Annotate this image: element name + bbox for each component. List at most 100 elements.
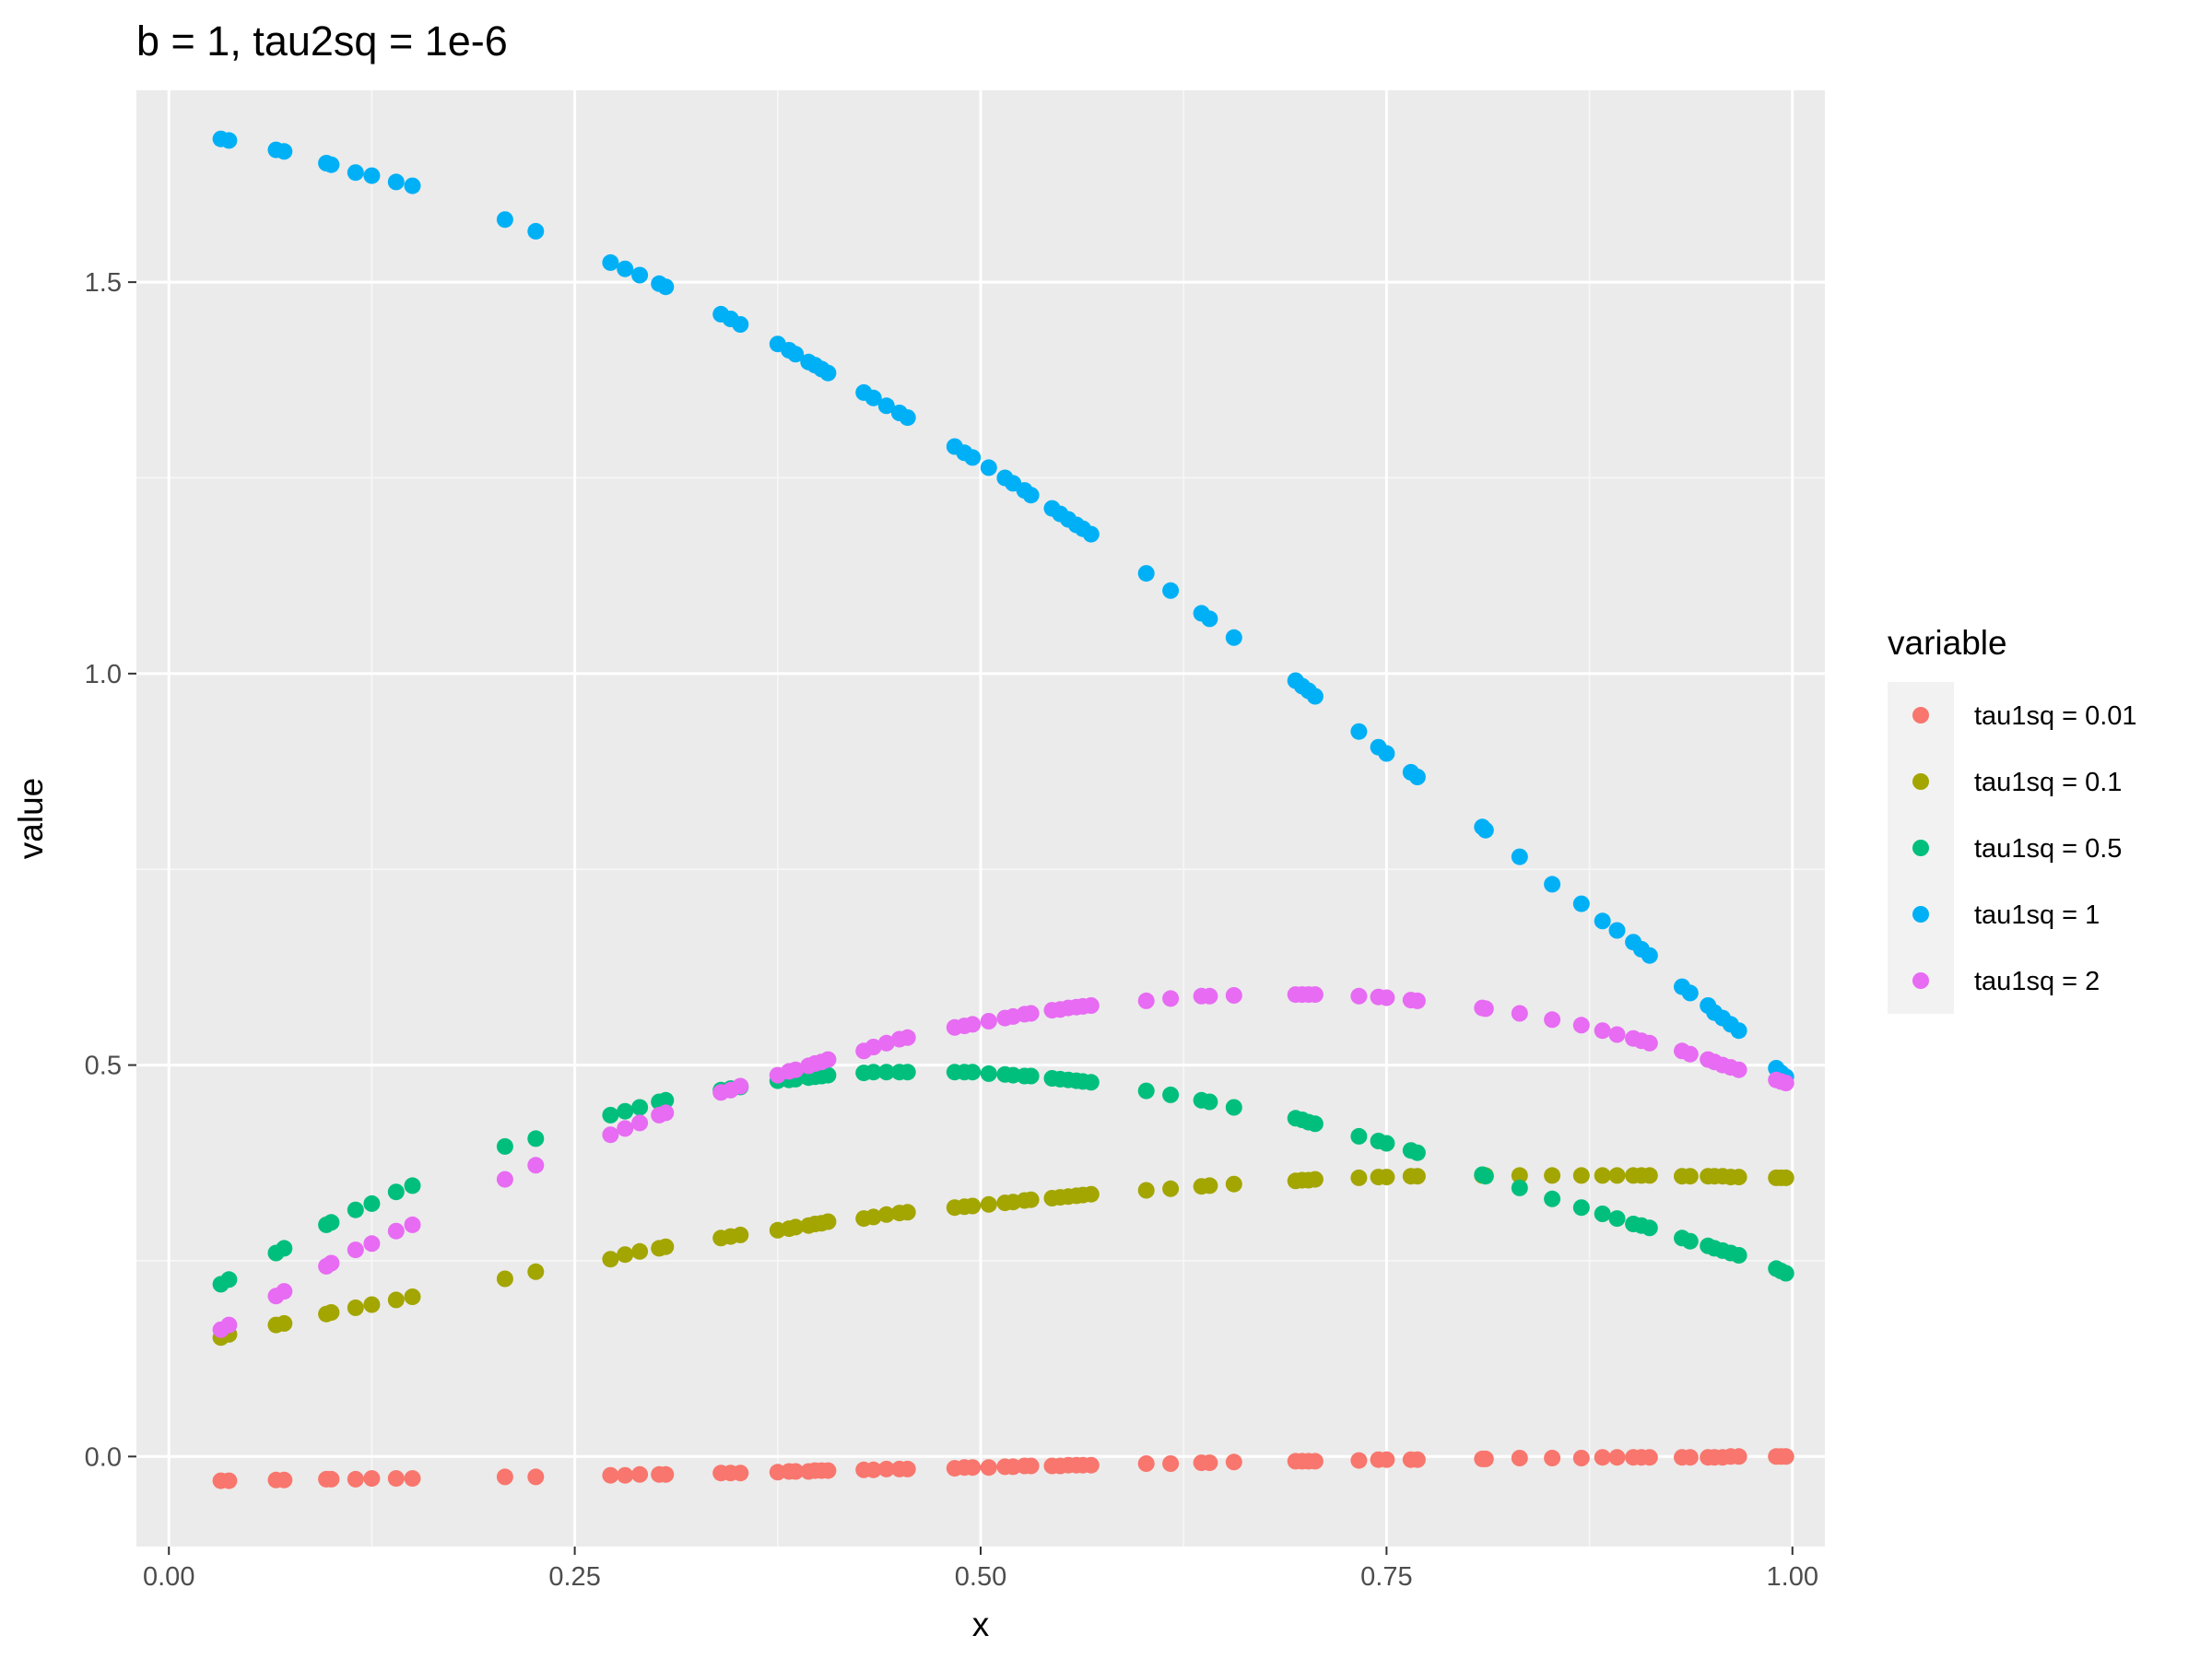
- legend-label: tau1sq = 0.01: [1974, 701, 2137, 731]
- data-point: [1572, 1199, 1590, 1217]
- data-point: [1477, 821, 1494, 839]
- data-point: [1378, 1451, 1395, 1468]
- data-point: [1608, 1167, 1626, 1184]
- data-point: [964, 1016, 982, 1033]
- data-point: [1137, 1082, 1155, 1100]
- data-point: [1730, 1247, 1747, 1264]
- data-point: [1082, 1456, 1100, 1474]
- data-point: [1544, 1450, 1561, 1466]
- data-point: [347, 1470, 364, 1488]
- y-axis: 0.0 0.5 1.0 1.5: [85, 268, 136, 1472]
- data-point: [1681, 1168, 1699, 1185]
- data-point: [1408, 1451, 1426, 1468]
- x-axis-title: x: [972, 1606, 990, 1643]
- series-3: [212, 1064, 1794, 1293]
- data-point: [1350, 723, 1368, 740]
- data-point: [657, 1091, 675, 1109]
- data-point: [527, 1157, 545, 1174]
- data-point: [1378, 1135, 1395, 1152]
- data-point: [1544, 1011, 1561, 1029]
- data-point: [617, 260, 634, 277]
- legend-label: tau1sq = 0.5: [1974, 834, 2122, 864]
- data-point: [819, 364, 837, 382]
- data-point: [1477, 1168, 1494, 1185]
- data-point: [964, 1459, 982, 1477]
- data-point: [1201, 987, 1218, 1005]
- data-point: [323, 1304, 340, 1321]
- data-point: [1608, 922, 1626, 939]
- data-point: [1544, 1190, 1561, 1207]
- x-tick-label: 0.00: [143, 1562, 194, 1592]
- data-point: [1572, 1017, 1590, 1034]
- data-point: [1225, 1175, 1242, 1193]
- data-point: [387, 173, 405, 191]
- data-point: [1641, 947, 1658, 964]
- data-point: [1022, 1191, 1040, 1208]
- data-point: [1594, 912, 1611, 930]
- data-point: [347, 1241, 364, 1259]
- data-point: [732, 1077, 749, 1095]
- data-point: [1378, 745, 1395, 762]
- data-point: [220, 132, 238, 149]
- data-point: [602, 1126, 619, 1144]
- data-point: [865, 389, 882, 406]
- data-point: [363, 1470, 381, 1488]
- data-point: [1082, 1074, 1100, 1091]
- data-point: [1572, 1167, 1590, 1184]
- data-point: [819, 1051, 837, 1068]
- data-point: [1082, 1185, 1100, 1203]
- data-point: [631, 1099, 649, 1116]
- data-point: [1137, 1182, 1155, 1199]
- data-point: [1681, 984, 1699, 1002]
- data-point: [404, 1216, 421, 1233]
- data-point: [602, 253, 619, 271]
- data-point: [387, 1291, 405, 1309]
- data-point: [602, 1466, 619, 1484]
- data-point: [1681, 1232, 1699, 1250]
- data-point: [787, 1218, 805, 1236]
- y-tick-label: 1.5: [85, 268, 122, 298]
- data-point: [527, 1468, 545, 1486]
- data-point: [276, 143, 293, 160]
- data-point: [404, 177, 421, 194]
- data-point: [387, 1470, 405, 1488]
- y-axis-title: value: [12, 778, 50, 859]
- data-point: [787, 1061, 805, 1078]
- data-point: [1225, 987, 1242, 1004]
- data-point: [220, 1472, 238, 1489]
- legend-key-marker: [1912, 707, 1929, 724]
- data-point: [1408, 1168, 1426, 1185]
- data-point: [276, 1240, 293, 1257]
- data-point: [980, 1459, 997, 1477]
- data-point: [363, 1194, 381, 1212]
- data-point: [404, 1470, 421, 1488]
- series-5: [212, 986, 1794, 1338]
- data-point: [1137, 1455, 1155, 1472]
- data-point: [1608, 1026, 1626, 1043]
- data-point: [527, 1130, 545, 1147]
- legend-keys: tau1sq = 0.01 tau1sq = 0.1 tau1sq = 0.5 tau…: [1888, 682, 2137, 1014]
- data-point: [865, 1039, 882, 1055]
- data-point: [527, 1263, 545, 1280]
- data-point: [1594, 1022, 1611, 1040]
- data-point: [1137, 565, 1155, 582]
- data-point: [1681, 1045, 1699, 1063]
- data-point: [899, 1460, 916, 1477]
- data-points: [212, 130, 1794, 1489]
- data-point: [877, 1460, 895, 1477]
- data-point: [1350, 1452, 1368, 1469]
- data-point: [496, 1137, 513, 1155]
- data-point: [1608, 1449, 1626, 1466]
- legend-title: variable: [1888, 624, 2007, 662]
- data-point: [276, 1471, 293, 1488]
- data-point: [496, 1171, 513, 1188]
- data-point: [964, 1197, 982, 1215]
- data-point: [1225, 629, 1242, 646]
- x-tick-label: 0.50: [955, 1562, 1006, 1592]
- data-point: [1641, 1449, 1658, 1466]
- data-point: [657, 1465, 675, 1483]
- data-point: [1511, 1450, 1528, 1466]
- data-point: [865, 1208, 882, 1226]
- data-point: [1641, 1167, 1658, 1184]
